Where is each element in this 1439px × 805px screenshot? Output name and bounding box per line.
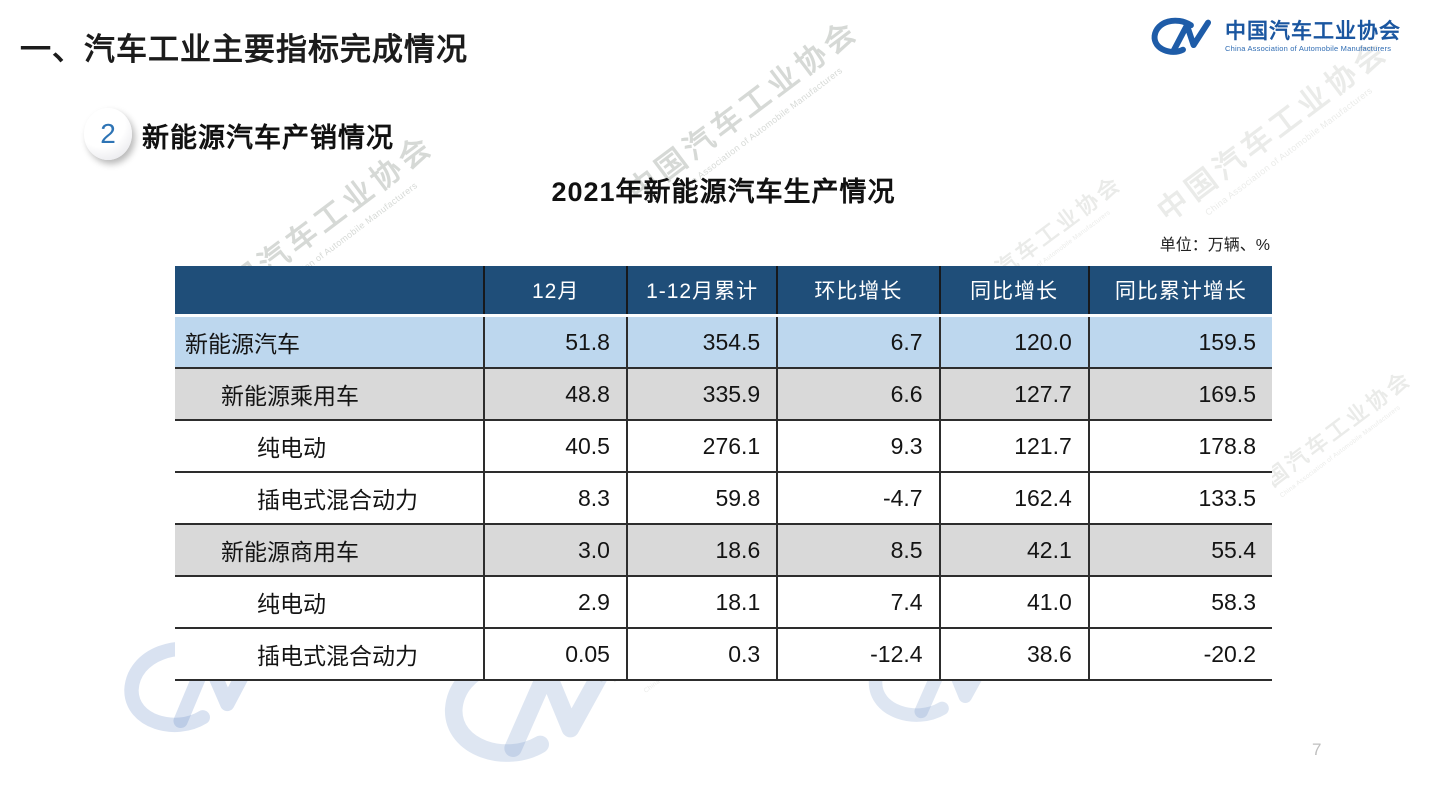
value-cell: 169.5: [1088, 368, 1272, 421]
value-cell: -4.7: [777, 472, 941, 525]
unit-label: 单位：万辆、%: [1159, 237, 1270, 254]
value-cell: 6.7: [777, 315, 941, 369]
table-row: 纯电动 40.5 276.1 9.3 121.7 178.8: [175, 420, 1272, 473]
table-row: 新能源商用车 3.0 18.6 8.5 42.1 55.4: [175, 524, 1272, 577]
value-cell: 120.0: [939, 315, 1090, 369]
value-cell: 9.3: [777, 420, 941, 473]
page-number: 7: [1312, 740, 1322, 759]
table-row: 纯电动 2.9 18.1 7.4 41.0 58.3: [175, 576, 1272, 629]
value-cell: 8.5: [777, 524, 941, 577]
value-cell: 3.0: [484, 524, 628, 577]
caam-name-en: China Association of Automobile Manufact…: [1225, 43, 1392, 53]
caam-logo-text: 中国汽车工业协会 China Association of Automobile…: [1225, 19, 1401, 53]
column-header: 同比增长: [939, 266, 1090, 317]
value-cell: 121.7: [939, 420, 1090, 473]
column-header: 同比累计增长: [1088, 266, 1272, 317]
value-cell: 335.9: [626, 368, 779, 421]
production-table: 12月 1-12月累计 环比增长 同比增长 同比累计增长 新能源汽车 51.8 354.5 6…: [175, 266, 1272, 681]
table-row: 新能源乘用车 48.8 335.9 6.6 127.7 169.5: [175, 368, 1272, 421]
value-cell: 159.5: [1088, 315, 1272, 369]
value-cell: 48.8: [484, 368, 628, 421]
value-cell: 276.1: [626, 420, 779, 473]
row-label-cell: 新能源汽车: [175, 315, 486, 369]
value-cell: 41.0: [939, 576, 1090, 629]
value-cell: 6.6: [777, 368, 941, 421]
header-cell-empty: [175, 266, 486, 317]
section-number-badge: 2: [84, 108, 132, 160]
caam-cm-icon: [1150, 16, 1216, 57]
table-header-row: 12月 1-12月累计 环比增长 同比增长 同比累计增长: [175, 266, 1272, 317]
value-cell: 42.1: [939, 524, 1090, 577]
value-cell: 51.8: [484, 315, 628, 369]
section-heading: 新能源汽车产销情况: [142, 123, 394, 153]
value-cell: 133.5: [1088, 472, 1272, 525]
value-cell: 18.6: [626, 524, 779, 577]
table-container: 12月 1-12月累计 环比增长 同比增长 同比累计增长 新能源汽车 51.8 354.5 6…: [175, 266, 1272, 681]
value-cell: 127.7: [939, 368, 1090, 421]
table-row: 新能源汽车 51.8 354.5 6.7 120.0 159.5: [175, 315, 1272, 369]
value-cell: 38.6: [939, 628, 1090, 681]
column-header: 1-12月累计: [626, 266, 779, 317]
table-row: 插电式混合动力 8.3 59.8 -4.7 162.4 133.5: [175, 472, 1272, 525]
caam-logo: 中国汽车工业协会 China Association of Automobile…: [1150, 16, 1401, 57]
value-cell: 178.8: [1088, 420, 1272, 473]
value-cell: 0.3: [626, 628, 779, 681]
value-cell: 58.3: [1088, 576, 1272, 629]
column-header: 12月: [484, 266, 628, 317]
value-cell: 2.9: [484, 576, 628, 629]
value-cell: 0.05: [484, 628, 628, 681]
caam-name-cn: 中国汽车工业协会: [1225, 19, 1401, 43]
row-label-cell: 新能源乘用车: [175, 368, 486, 421]
value-cell: 59.8: [626, 472, 779, 525]
column-header: 环比增长: [777, 266, 941, 317]
row-label-cell: 纯电动: [175, 576, 486, 629]
row-label-cell: 纯电动: [175, 420, 486, 473]
row-label-cell: 插电式混合动力: [175, 628, 486, 681]
value-cell: 55.4: [1088, 524, 1272, 577]
value-cell: 7.4: [777, 576, 941, 629]
row-label-cell: 插电式混合动力: [175, 472, 486, 525]
value-cell: -20.2: [1088, 628, 1272, 681]
table-row: 插电式混合动力 0.05 0.3 -12.4 38.6 -20.2: [175, 628, 1272, 681]
value-cell: 162.4: [939, 472, 1090, 525]
value-cell: 18.1: [626, 576, 779, 629]
row-label-cell: 新能源商用车: [175, 524, 486, 577]
page-title: 一、汽车工业主要指标完成情况: [20, 32, 468, 67]
table-title: 2021年新能源汽车生产情况: [551, 177, 896, 207]
value-cell: 40.5: [484, 420, 628, 473]
value-cell: 354.5: [626, 315, 779, 369]
value-cell: -12.4: [777, 628, 941, 681]
value-cell: 8.3: [484, 472, 628, 525]
